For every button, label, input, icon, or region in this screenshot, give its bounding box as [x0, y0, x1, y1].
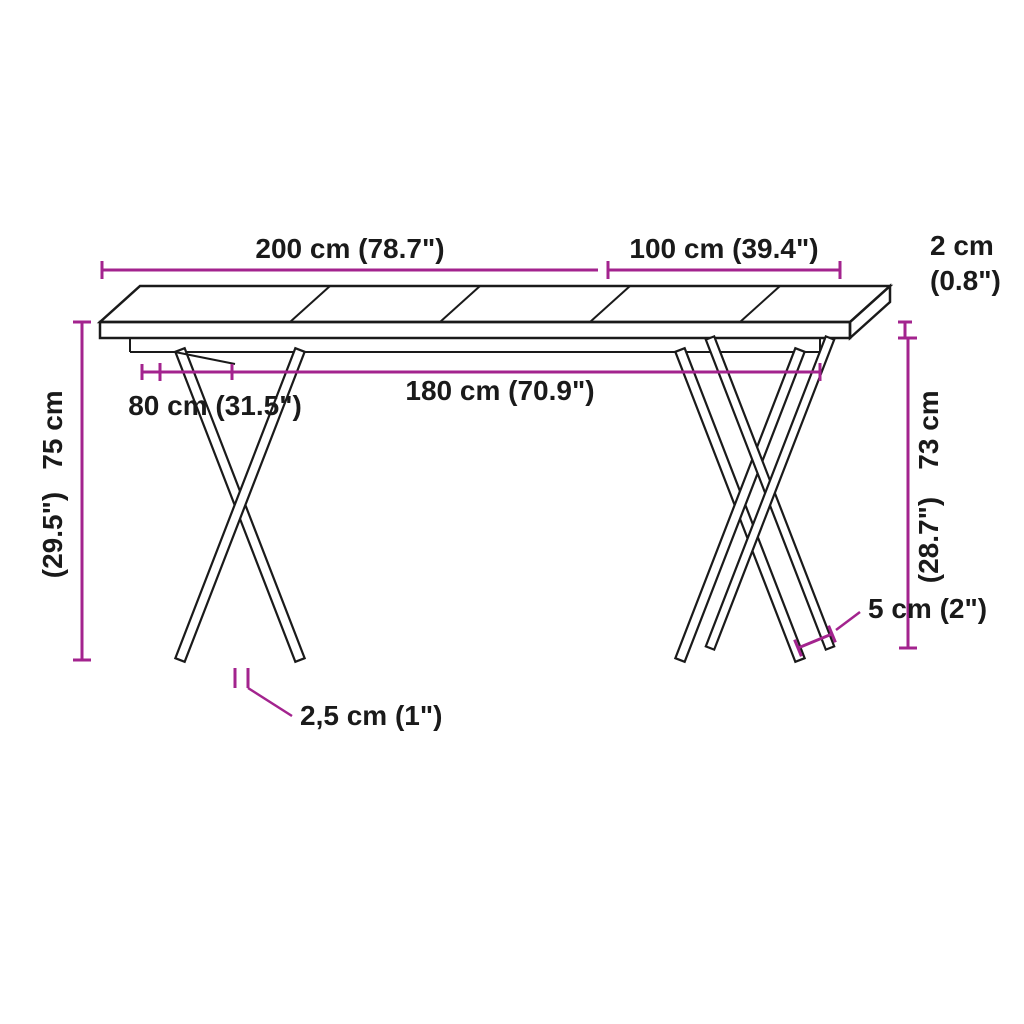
dim-leg-depth: 5 cm (2")	[868, 593, 987, 624]
dim-top-width: 200 cm (78.7")	[255, 233, 444, 264]
table-top-side-edge	[850, 286, 890, 338]
dim-top-thickness-1: 2 cm	[930, 230, 994, 261]
table-top-surface	[100, 286, 890, 322]
dim-top-depth: 100 cm (39.4")	[629, 233, 818, 264]
dim-under-height-1: 73 cm	[913, 390, 944, 469]
dim-overall-height-1: 75 cm	[37, 390, 68, 469]
dim-overall-height-2: (29.5")	[37, 492, 68, 578]
dim-leg-thickness: 2,5 cm (1")	[300, 700, 442, 731]
dim-leg-span-depth: 80 cm (31.5")	[128, 390, 302, 421]
table-top-front-edge	[100, 322, 850, 338]
dim-under-height-2: (28.7")	[913, 497, 944, 583]
dim-top-thickness-2: (0.8")	[930, 265, 1001, 296]
dim-leg-span-width: 180 cm (70.9")	[405, 375, 594, 406]
